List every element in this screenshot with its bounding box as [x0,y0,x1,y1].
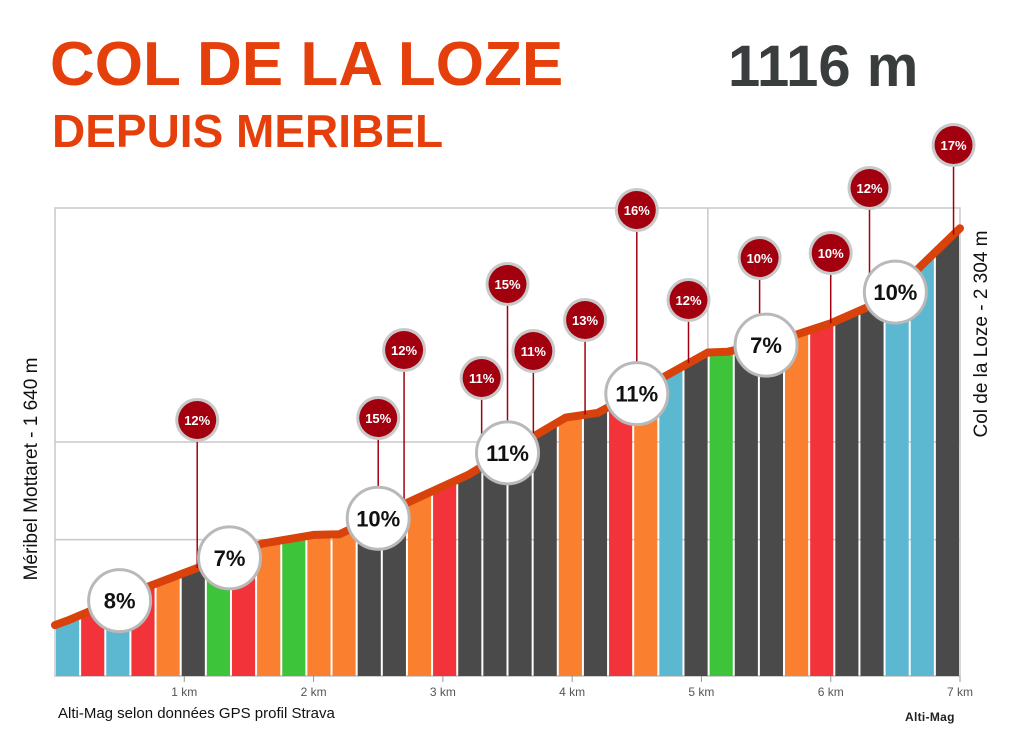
segment-label: 11% [486,441,529,466]
segment-bar [558,415,582,676]
segment-bar [759,338,784,676]
peak-label: 17% [941,138,967,153]
segment-bar [609,393,633,676]
peak-badge [514,332,553,370]
segment-badge [733,312,799,378]
segment-bar [483,450,507,676]
segment-bar [810,321,834,676]
peak-label: 10% [747,251,773,266]
x-tick-label: 1 km [171,685,197,699]
peak-label: 15% [365,411,391,426]
segment-bar [684,352,708,676]
x-tick-label: 4 km [559,685,585,699]
segment-bar [659,366,683,676]
altitude-gain: 1116 m [728,34,919,99]
segment-bar [634,379,658,676]
segment-bar [56,615,80,676]
segment-bar [935,228,959,676]
segment-bar [508,436,532,676]
segment-label: 10% [356,506,400,531]
segment-bar [181,564,205,676]
segment-bar [433,479,457,676]
segment-badge [475,420,540,486]
segment-bar [885,277,909,676]
segment-bar [307,534,331,676]
peak-label: 12% [391,343,417,358]
peak-badge [359,399,398,437]
x-tick-label: 6 km [818,685,844,699]
segment-badge [604,361,670,427]
segment-bar [156,574,180,676]
segment-bar [785,330,809,676]
logo: Alti-Mag [905,710,955,724]
segment-label: 7% [750,333,782,358]
x-tick-label: 7 km [947,685,973,699]
segment-badge [87,568,153,634]
segment-bar [332,526,356,676]
segment-label: 11% [615,382,658,407]
chart-title: COL DE LA LOZE [50,30,564,99]
segment-bar [835,310,859,676]
peak-badge [385,331,424,369]
peak-label: 15% [494,277,520,292]
peak-label: 12% [184,413,210,428]
segment-bar [583,407,608,676]
peak-badge [811,234,850,272]
peak-badge [462,359,501,397]
x-tick-label: 5 km [688,685,714,699]
peak-label: 11% [521,344,547,359]
segment-bar [357,514,381,676]
segment-bar [860,296,884,676]
segment-label: 10% [873,280,917,305]
segment-bar [407,491,432,676]
peak-label: 16% [624,203,650,218]
x-tick-label: 3 km [430,685,456,699]
peak-label: 12% [675,293,701,308]
peak-badge [566,301,605,339]
peak-label: 10% [818,246,844,261]
peak-label: 12% [856,181,882,196]
peak-badge [669,281,708,319]
end-altitude-label: Col de la Loze - 2 304 m [971,230,992,438]
peak-badge [178,401,217,439]
segment-bar [282,536,306,676]
peak-badge [617,191,656,229]
segment-bar [734,344,758,676]
segment-bar [709,350,733,676]
peak-label: 11% [469,371,495,386]
peak-label: 13% [572,313,598,328]
credit-text: Alti-Mag selon données GPS profil Strava [58,705,335,722]
segment-label: 8% [104,589,136,614]
peak-badge [740,239,779,277]
segment-badge [345,485,411,551]
peak-badge [934,126,973,164]
segment-bar [910,252,934,677]
segment-badge [862,259,928,325]
peak-badge [850,169,889,207]
x-tick-label: 2 km [301,685,327,699]
segment-badge [197,525,263,591]
segment-bar [533,422,557,676]
start-altitude-label: Méribel Mottaret - 1 640 m [21,357,42,581]
segment-bar [257,540,281,676]
chart-subtitle: DEPUIS MERIBEL [52,105,444,157]
segment-bar [458,466,482,676]
segment-label: 7% [214,546,246,571]
peak-badge [488,265,527,303]
